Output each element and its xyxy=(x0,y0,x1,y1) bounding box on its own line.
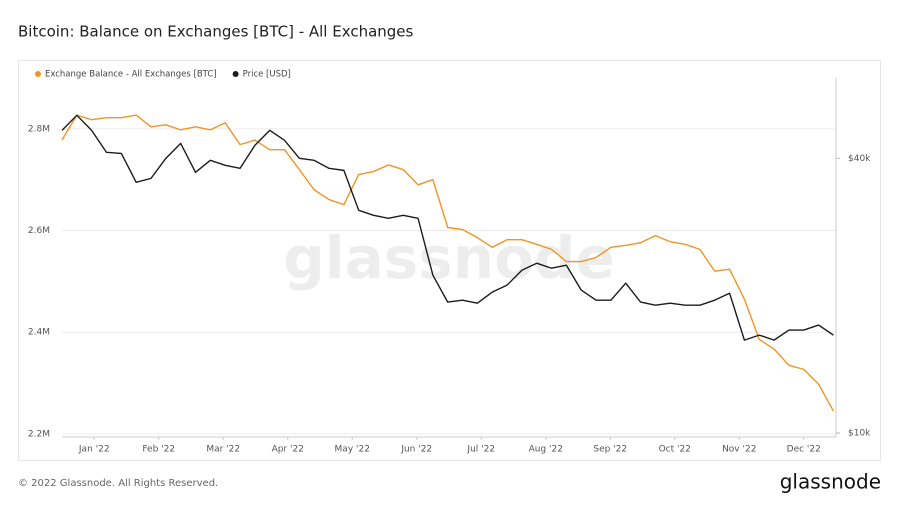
x-tick-label: Oct '22 xyxy=(659,445,691,455)
x-tick-label: May '22 xyxy=(335,445,370,455)
x-tick-label: Feb '22 xyxy=(142,445,175,455)
y-tick-label: 2.2M xyxy=(28,429,50,439)
x-tick-label: Sep '22 xyxy=(593,445,627,455)
chart-title: Bitcoin: Balance on Exchanges [BTC] - Al… xyxy=(18,23,414,41)
x-tick-label: Jan '22 xyxy=(78,445,110,455)
y2-tick-label: $10k xyxy=(848,428,871,438)
y2-tick-label: $40k xyxy=(848,154,871,164)
x-tick-label: Jul '22 xyxy=(466,445,495,455)
chart-frame xyxy=(18,60,881,461)
watermark: glassnode xyxy=(283,224,615,292)
x-tick-label: Aug '22 xyxy=(529,445,563,455)
x-tick-label: Jun '22 xyxy=(400,445,432,455)
x-tick-label: Apr '22 xyxy=(272,445,304,455)
legend-label: Price [USD] xyxy=(243,70,291,80)
legend-marker xyxy=(35,71,41,77)
series-line xyxy=(61,114,834,341)
brand-logo: glassnode xyxy=(780,470,881,494)
series-line xyxy=(61,114,835,412)
y-tick-label: 2.6M xyxy=(28,226,50,236)
y-tick-label: 2.8M xyxy=(28,124,50,134)
y-tick-label: 2.4M xyxy=(28,328,50,338)
footer: © 2022 Glassnode. All Rights Reserved. xyxy=(18,478,218,489)
x-tick-label: Mar '22 xyxy=(206,445,240,455)
legend-label: Exchange Balance - All Exchanges [BTC] xyxy=(45,70,217,80)
legend-marker xyxy=(232,71,239,77)
x-tick-label: Dec '22 xyxy=(787,445,821,455)
x-tick-label: Nov '22 xyxy=(722,445,756,455)
